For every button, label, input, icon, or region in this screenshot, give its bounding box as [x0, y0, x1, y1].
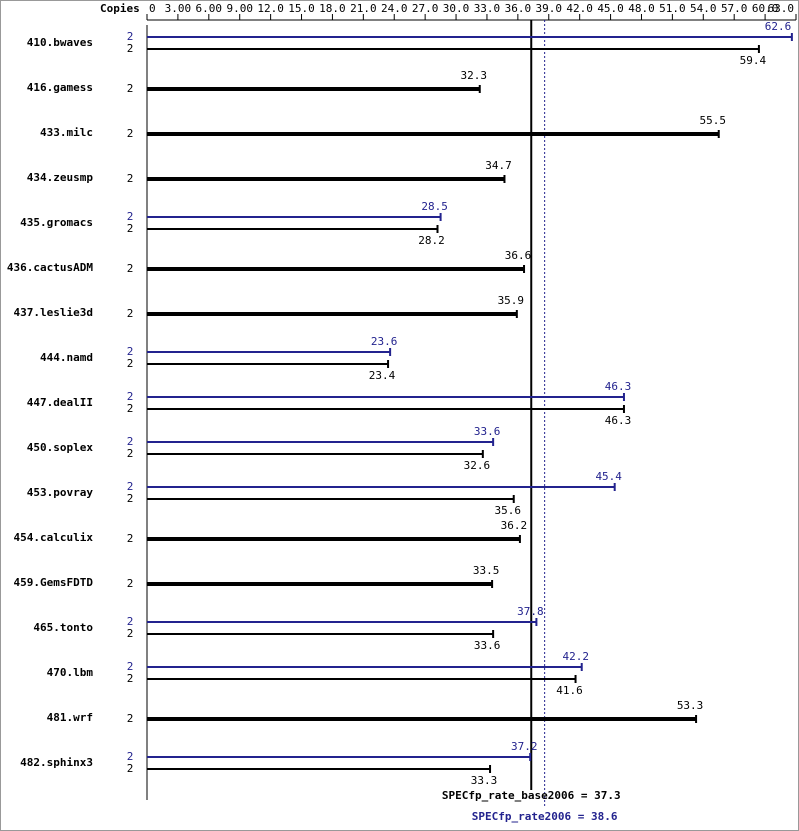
value-label: 34.7 — [485, 159, 512, 172]
x-tick-label: 15.0 — [288, 2, 315, 15]
copies-label: 2 — [127, 127, 134, 140]
base-reference-label: SPECfp_rate_base2006 = 37.3 — [442, 789, 621, 802]
copies-label: 2 — [127, 307, 134, 320]
benchmark-label: 434.zeusmp — [27, 171, 94, 184]
x-tick-label: 12.0 — [257, 2, 284, 15]
benchmark-label: 470.lbm — [47, 666, 94, 679]
x-tick-label: 63.0 — [768, 2, 795, 15]
copies-label: 2 — [127, 82, 134, 95]
value-label: 36.2 — [501, 519, 528, 532]
copies-label: 2 — [127, 577, 134, 590]
copies-label: 2 — [127, 42, 134, 55]
copies-label: 2 — [127, 492, 134, 505]
value-label: 46.3 — [605, 380, 632, 393]
benchmark-label: 465.tonto — [33, 621, 93, 634]
value-label: 37.2 — [511, 740, 538, 753]
value-label: 32.3 — [460, 69, 487, 82]
value-label: 33.5 — [473, 564, 500, 577]
x-tick-label: 27.0 — [412, 2, 439, 15]
copies-label: 2 — [127, 615, 134, 628]
value-label: 53.3 — [677, 699, 704, 712]
copies-label: 2 — [127, 480, 134, 493]
value-label: 28.2 — [418, 234, 445, 247]
x-tick-label: 36.0 — [505, 2, 532, 15]
copies-label: 2 — [127, 627, 134, 640]
x-tick-label: 57.0 — [721, 2, 748, 15]
x-tick-label: 21.0 — [350, 2, 377, 15]
benchmark-label: 444.namd — [40, 351, 93, 364]
copies-label: 2 — [127, 390, 134, 403]
benchmark-label: 410.bwaves — [27, 36, 93, 49]
peak-reference-label: SPECfp_rate2006 = 38.6 — [472, 810, 618, 823]
value-label: 62.6 — [765, 20, 792, 33]
x-tick-label: 42.0 — [566, 2, 593, 15]
x-tick-label: 39.0 — [536, 2, 563, 15]
value-label: 42.2 — [562, 650, 589, 663]
value-label: 45.4 — [595, 470, 622, 483]
benchmark-label: 437.leslie3d — [14, 306, 93, 319]
value-label: 41.6 — [556, 684, 583, 697]
benchmark-label: 436.cactusADM — [7, 261, 93, 274]
copies-label: 2 — [127, 210, 134, 223]
value-label: 35.6 — [494, 504, 521, 517]
x-tick-label: 9.00 — [226, 2, 253, 15]
copies-label: 2 — [127, 172, 134, 185]
x-tick-label: 51.0 — [659, 2, 686, 15]
x-tick-label: 45.0 — [597, 2, 624, 15]
value-label: 36.6 — [505, 249, 532, 262]
copies-label: 2 — [127, 532, 134, 545]
value-label: 35.9 — [498, 294, 525, 307]
value-label: 28.5 — [421, 200, 448, 213]
x-tick-label: 3.00 — [165, 2, 192, 15]
copies-label: 2 — [127, 750, 134, 763]
benchmark-label: 416.gamess — [27, 81, 93, 94]
copies-label: 2 — [127, 660, 134, 673]
copies-header: Copies — [100, 2, 140, 15]
copies-label: 2 — [127, 402, 134, 415]
copies-label: 2 — [127, 262, 134, 275]
value-label: 55.5 — [699, 114, 726, 127]
copies-label: 2 — [127, 672, 134, 685]
value-label: 46.3 — [605, 414, 632, 427]
benchmark-label: 454.calculix — [14, 531, 94, 544]
copies-label: 2 — [127, 30, 134, 43]
value-label: 23.6 — [371, 335, 398, 348]
value-label: 32.6 — [464, 459, 491, 472]
x-tick-label: 33.0 — [474, 2, 501, 15]
value-label: 59.4 — [740, 54, 767, 67]
copies-label: 2 — [127, 712, 134, 725]
x-tick-label: 6.00 — [196, 2, 223, 15]
copies-label: 2 — [127, 447, 134, 460]
value-label: 33.6 — [474, 425, 501, 438]
x-tick-label: 54.0 — [690, 2, 717, 15]
x-tick-label: 24.0 — [381, 2, 408, 15]
value-label: 33.3 — [471, 774, 498, 787]
value-label: 33.6 — [474, 639, 501, 652]
benchmark-label: 447.dealII — [27, 396, 93, 409]
benchmark-label: 433.milc — [40, 126, 93, 139]
x-tick-label: 60.0 — [752, 2, 779, 15]
value-label: 37.8 — [517, 605, 544, 618]
copies-label: 2 — [127, 762, 134, 775]
x-tick-label: 0 — [149, 2, 156, 15]
benchmark-label: 453.povray — [27, 486, 94, 499]
value-label: 23.4 — [369, 369, 396, 382]
x-tick-label: 48.0 — [628, 2, 655, 15]
benchmark-label: 450.soplex — [27, 441, 94, 454]
benchmark-label: 435.gromacs — [20, 216, 93, 229]
copies-label: 2 — [127, 345, 134, 358]
benchmark-label: 459.GemsFDTD — [14, 576, 94, 589]
copies-label: 2 — [127, 222, 134, 235]
copies-label: 2 — [127, 357, 134, 370]
benchmark-label: 481.wrf — [47, 711, 93, 724]
x-tick-label: 18.0 — [319, 2, 346, 15]
benchmark-label: 482.sphinx3 — [20, 756, 93, 769]
copies-label: 2 — [127, 435, 134, 448]
x-tick-label: 30.0 — [443, 2, 470, 15]
